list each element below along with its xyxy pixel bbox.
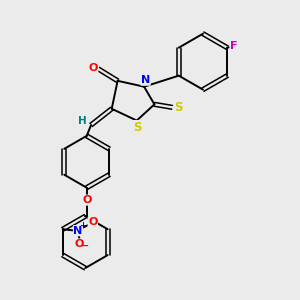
Text: +: + (80, 221, 87, 230)
Text: S: S (133, 121, 142, 134)
Text: O: O (75, 239, 84, 249)
Text: N: N (141, 75, 150, 85)
Text: O: O (82, 195, 92, 205)
Text: F: F (230, 41, 238, 51)
Text: O: O (88, 63, 98, 73)
Text: N: N (74, 226, 83, 236)
Text: S: S (174, 101, 183, 114)
Text: H: H (79, 116, 87, 126)
Text: −: − (80, 240, 88, 250)
Text: O: O (88, 218, 98, 227)
